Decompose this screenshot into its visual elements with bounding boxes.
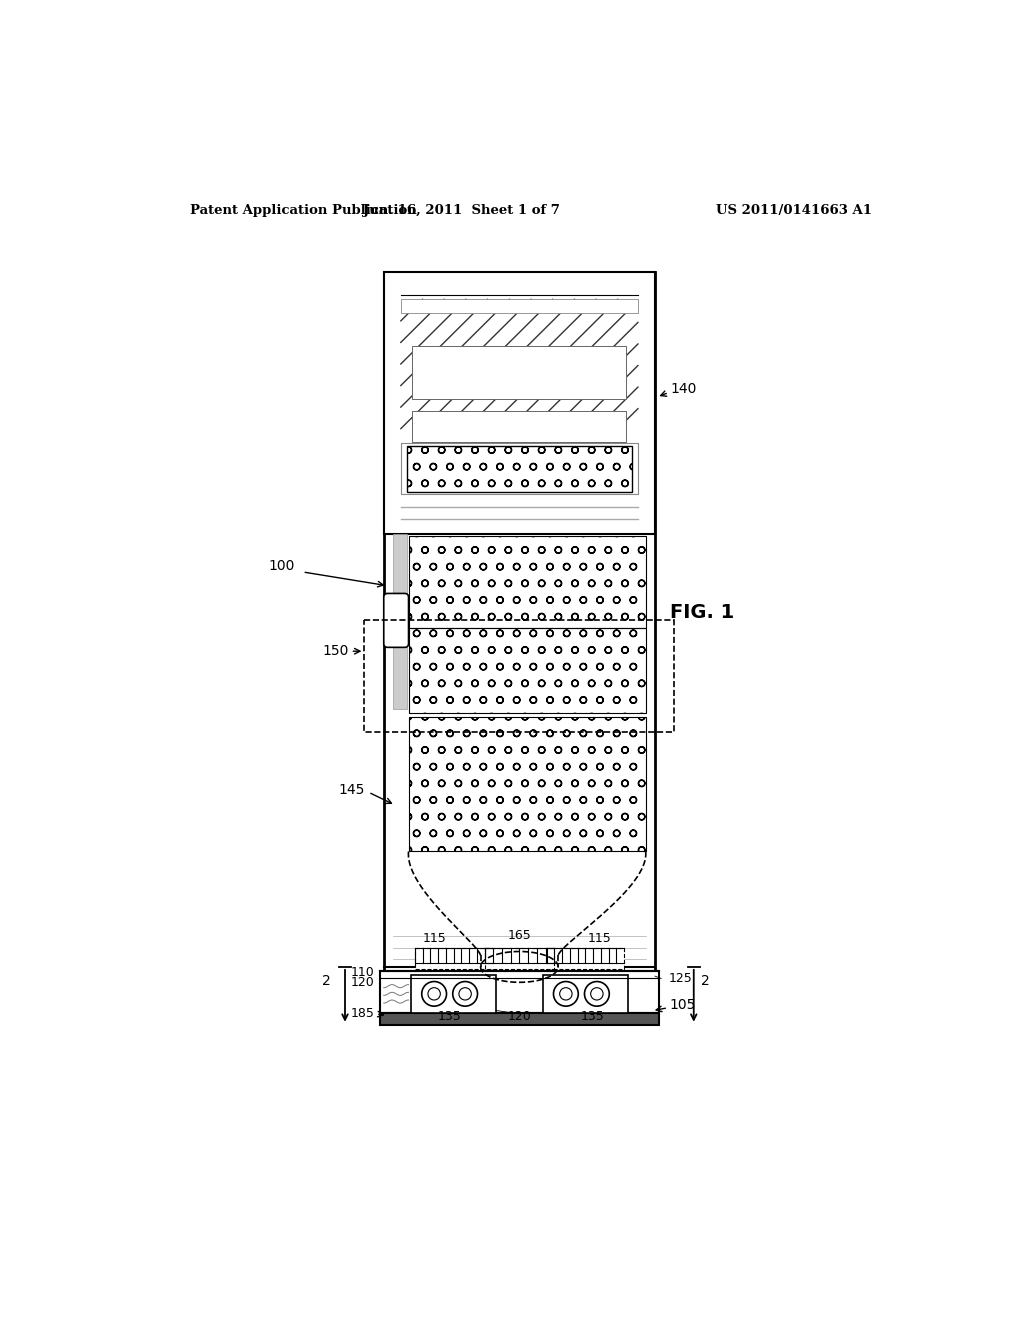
Text: 125: 125	[669, 972, 692, 985]
Bar	[380, 1014, 658, 1024]
Bar	[409, 717, 646, 851]
Bar	[543, 974, 628, 1014]
FancyBboxPatch shape	[384, 594, 409, 647]
Text: 150: 150	[323, 644, 349, 659]
Text: 120: 120	[508, 1010, 531, 1023]
Bar	[415, 948, 493, 969]
Text: 2: 2	[323, 974, 331, 987]
Bar	[384, 272, 655, 535]
Text: 145: 145	[338, 783, 365, 797]
Bar	[413, 346, 627, 400]
Text: 105: 105	[669, 998, 695, 1012]
Bar	[413, 411, 627, 442]
Text: FIG. 1: FIG. 1	[671, 603, 735, 622]
Text: 120: 120	[350, 975, 375, 989]
Text: 110: 110	[350, 966, 375, 979]
Text: Jun. 16, 2011  Sheet 1 of 7: Jun. 16, 2011 Sheet 1 of 7	[362, 205, 560, 218]
Text: 135: 135	[582, 1010, 605, 1023]
Bar	[380, 970, 658, 1014]
Bar	[547, 948, 624, 969]
Bar	[411, 974, 496, 1014]
Text: 115: 115	[422, 932, 446, 945]
Text: Patent Application Publication: Patent Application Publication	[190, 205, 417, 218]
Text: 140: 140	[671, 383, 697, 396]
Bar	[407, 446, 632, 492]
Bar	[484, 948, 554, 969]
Bar	[393, 535, 407, 709]
Bar	[400, 300, 638, 313]
Text: 165: 165	[508, 929, 531, 942]
Text: 115: 115	[588, 932, 611, 945]
Bar	[409, 536, 646, 628]
Bar	[400, 444, 638, 494]
Text: 100: 100	[268, 560, 295, 573]
Bar	[365, 620, 675, 733]
Text: 185: 185	[350, 1007, 375, 1019]
Text: 135: 135	[437, 1010, 462, 1023]
Bar	[384, 272, 655, 970]
Text: 2: 2	[701, 974, 711, 987]
Bar	[409, 628, 646, 713]
Text: US 2011/0141663 A1: US 2011/0141663 A1	[716, 205, 872, 218]
